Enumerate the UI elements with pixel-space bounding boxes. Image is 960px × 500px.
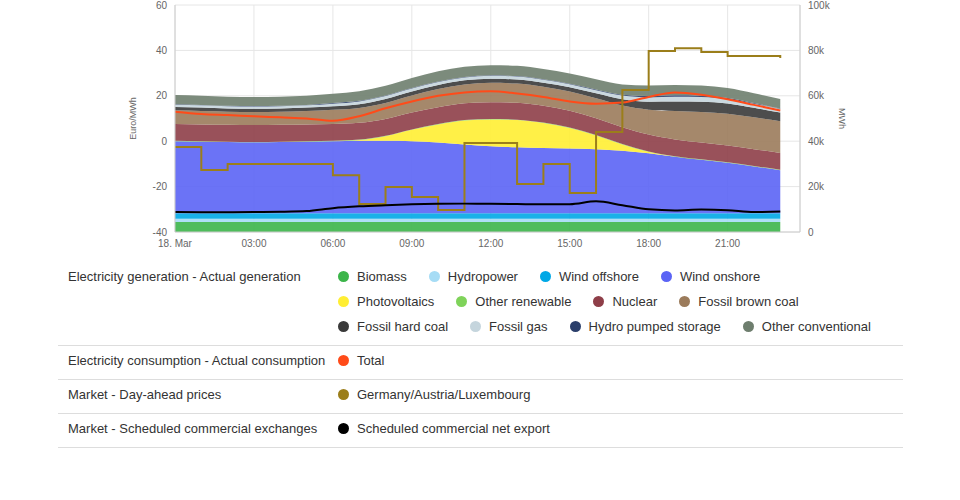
html-text:Fossil brown coal: Fossil brown coal (698, 294, 799, 309)
html-text:Fossil gas: Fossil gas (489, 319, 548, 334)
html-text:Wind onshore: Wind onshore (679, 269, 761, 284)
svg-text:40k: 40k (808, 136, 825, 147)
html-text:Other conventional: Other conventional (761, 319, 871, 334)
svg-text:-40: -40 (153, 227, 168, 238)
html-text:Fossil hard coal: Fossil hard coal (357, 319, 448, 334)
svg-text:40: 40 (156, 45, 168, 56)
svg-text:20: 20 (156, 90, 168, 101)
svg-text:21:00: 21:00 (715, 238, 740, 249)
html-text:Photovoltaics: Photovoltaics (357, 294, 435, 309)
svg-text:Euro/MWh: Euro/MWh (128, 97, 138, 140)
svg-text:0: 0 (161, 136, 167, 147)
html-text:Scheduled commercial net expor: Scheduled commercial net export (357, 421, 550, 436)
html-text:Biomass: Biomass (357, 269, 407, 284)
svg-text:18. Mar: 18. Mar (158, 238, 193, 249)
svg-text:18:00: 18:00 (636, 238, 661, 249)
svg-text:15:00: 15:00 (557, 238, 582, 249)
svg-text:60: 60 (156, 0, 168, 11)
svg-text:80k: 80k (808, 45, 825, 56)
html-text:Germany/Austria/Luxembourg: Germany/Austria/Luxembourg (357, 387, 531, 402)
html-text:Market - Scheduled commercial: Market - Scheduled commercial exchanges (68, 421, 318, 436)
html-text:Market - Day-ahead prices: Market - Day-ahead prices (68, 387, 222, 402)
html-text:Nuclear: Nuclear (612, 294, 658, 309)
svg-text:MWh: MWh (837, 108, 847, 129)
svg-text:60k: 60k (808, 90, 825, 101)
html-text:Wind offshore: Wind offshore (559, 269, 639, 284)
svg-text:20k: 20k (808, 181, 825, 192)
svg-text:0: 0 (808, 227, 814, 238)
html-text:Hydro pumped storage: Hydro pumped storage (588, 319, 721, 334)
svg-text:100k: 100k (808, 0, 831, 11)
html-text:Hydropower: Hydropower (447, 269, 518, 284)
svg-text:-20: -20 (153, 181, 168, 192)
html-text:Other renewable: Other renewable (475, 294, 572, 309)
svg-text:09:00: 09:00 (399, 238, 424, 249)
svg-text:03:00: 03:00 (241, 238, 266, 249)
html-text:Total: Total (357, 353, 385, 368)
html-text:Electricity generation - Actua: Electricity generation - Actual generati… (68, 269, 301, 284)
svg-text:06:00: 06:00 (320, 238, 345, 249)
html-text:Electricity consumption - Actu: Electricity consumption - Actual consump… (68, 353, 326, 368)
svg-text:12:00: 12:00 (478, 238, 503, 249)
